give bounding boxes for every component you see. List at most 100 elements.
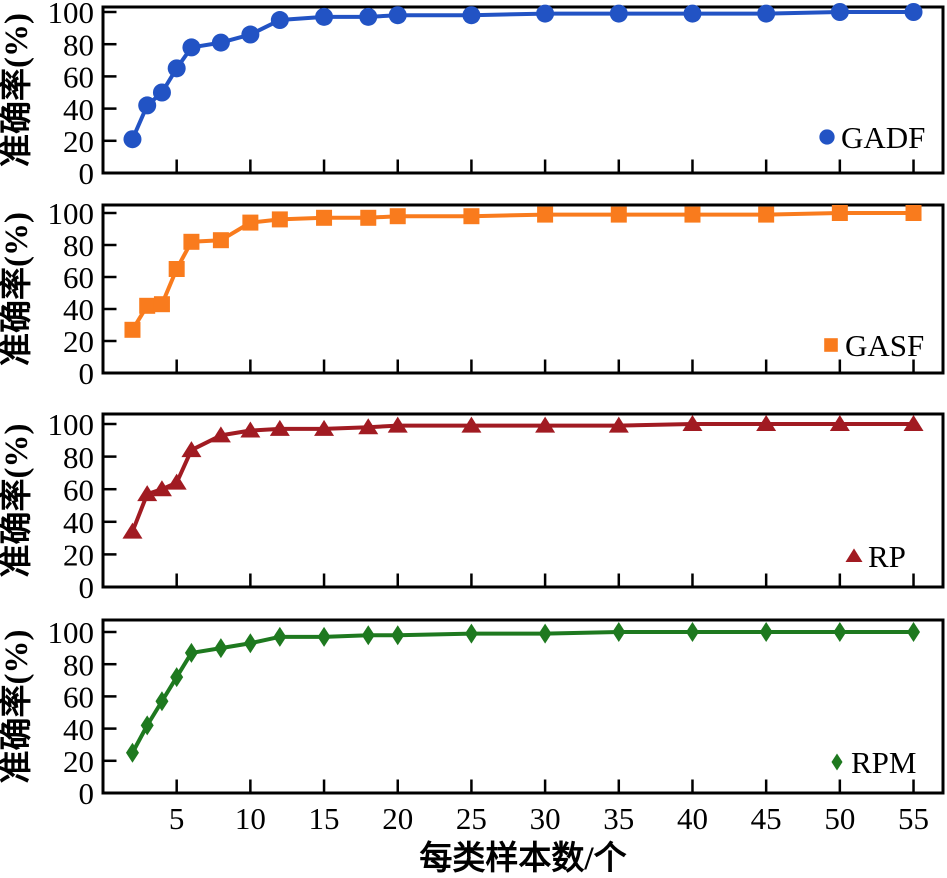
legend-rp: RP [845,539,906,574]
y-tick-label: 0 [79,156,95,191]
plot-box [101,5,945,175]
x-tick-label: 5 [169,801,185,836]
data-point-rpm [125,742,139,763]
x-axis-title: 每类样本数/个 [419,839,626,877]
data-point-gasf [463,208,480,225]
y-axis-title: 准确率(%) [0,630,35,784]
data-point-rp [181,441,202,458]
y-tick-label: 20 [63,324,94,359]
data-point-rp [829,415,850,431]
data-point-rp [682,415,703,431]
x-tick-label: 35 [603,801,634,836]
y-tick-label: 0 [79,776,95,811]
data-point-gadf [211,33,230,52]
legend-label: GADF [841,120,925,155]
y-tick-label: 60 [63,472,94,507]
data-point-rpm [685,622,699,642]
x-tick-label: 15 [309,801,340,836]
data-point-gasf [212,232,229,249]
legend-marker-square [824,338,838,352]
data-point-gadf [609,4,628,23]
data-point-gadf [359,7,378,26]
legend-gasf: GASF [824,328,924,363]
data-point-rp [387,416,408,433]
y-tick-label: 60 [63,260,94,295]
data-point-rp [608,416,629,433]
data-point-gadf [241,25,260,44]
data-point-gasf [610,206,627,223]
plot-box [101,618,945,795]
y-tick-label: 0 [79,570,95,605]
plot-box [101,203,945,375]
data-point-rpm [273,626,287,647]
data-point-rp [903,415,924,431]
data-point-rp [269,419,290,436]
data-point-rpm [612,622,626,642]
legend-marker-triangle [845,548,863,562]
x-tick-label: 30 [530,801,561,836]
data-point-rp [210,426,231,443]
data-point-gadf [182,38,201,57]
data-point-gasf [360,209,377,226]
data-point-rp [756,415,777,431]
y-tick-label: 100 [48,196,95,231]
data-point-rp [151,480,172,497]
y-tick-label: 20 [63,538,94,573]
data-point-gasf [124,321,141,338]
data-point-rpm [184,642,198,663]
data-point-gadf [757,4,776,23]
data-point-gadf [167,59,186,78]
legend-label: RPM [851,745,916,780]
y-tick-label: 0 [79,356,95,391]
data-point-gadf [683,4,702,23]
data-point-rpm [170,667,184,688]
data-point-gasf [758,206,775,223]
data-point-rp [461,416,482,433]
data-point-rpm [361,625,375,646]
legend-marker-diamond [831,753,843,771]
legend-marker-circle [819,129,835,145]
legend-label: RP [868,539,906,574]
y-tick-label: 20 [63,744,94,779]
y-tick-label: 40 [63,712,94,747]
data-point-gadf [830,3,849,21]
data-point-gadf [462,6,481,25]
legend-label: GASF [845,328,924,363]
data-point-gasf [905,205,922,221]
data-point-rpm [214,638,228,659]
data-point-rpm [155,691,169,712]
x-tick-label: 45 [751,801,782,836]
data-point-rpm [391,625,405,646]
data-point-gasf [537,206,554,223]
plot-box [101,412,945,589]
data-point-rpm [833,622,847,642]
data-point-gasf [153,296,170,313]
data-point-rp [358,418,379,435]
data-point-gadf [123,130,142,149]
data-point-gasf [139,297,156,314]
data-point-gasf [242,214,259,231]
y-tick-label: 100 [48,0,95,30]
x-tick-label: 20 [382,801,413,836]
data-point-rpm [140,715,154,736]
data-point-rp [137,485,158,502]
data-point-rp [122,522,143,539]
data-point-gadf [388,6,407,25]
y-tick-label: 60 [63,680,94,715]
legend-gadf: GADF [819,120,925,155]
data-point-rpm [317,626,331,647]
series-line-rp [130,422,916,534]
data-point-gasf [684,206,701,223]
y-tick-label: 80 [63,228,94,263]
data-point-gadf [138,96,157,115]
x-tick-label: 40 [677,801,708,836]
legend-rpm: RPM [831,745,916,780]
x-tick-label: 25 [456,801,487,836]
x-tick-label: 55 [898,801,929,836]
data-point-gasf [271,211,288,228]
data-point-gadf [315,7,334,26]
